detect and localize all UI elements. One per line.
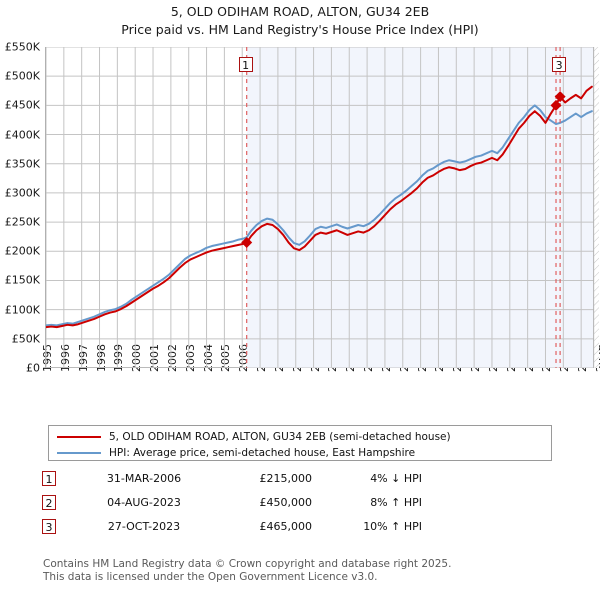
price-history-chart: £0 £50K £100K £150K £200K £250K £300K £350K £400…: [4, 40, 600, 375]
transaction-price: £450,000: [259, 496, 313, 509]
y-tick-label: £200K: [4, 244, 40, 258]
y-tick-label: £550K: [4, 40, 40, 54]
transaction-date: 27-OCT-2023: [107, 520, 181, 533]
chart-legend: 5, OLD ODIHAM ROAD, ALTON, GU34 2EB (sem…: [48, 425, 552, 461]
page-title: 5, OLD ODIHAM ROAD, ALTON, GU34 2EB Pric…: [0, 4, 600, 38]
legend-row: HPI: Average price, semi-detached house,…: [55, 446, 551, 460]
transaction-date: 31-MAR-2006: [106, 472, 182, 485]
transaction-price: £465,000: [259, 520, 313, 533]
transaction-index-badge: 3: [42, 519, 56, 534]
table-row: 1 31-MAR-2006 £215,000 4% ↓ HPI: [42, 470, 462, 494]
y-tick-label: £150K: [4, 273, 40, 287]
footer-attribution: Contains HM Land Registry data © Crown c…: [43, 558, 583, 583]
table-row: 3 27-OCT-2023 £465,000 10% ↑ HPI: [42, 518, 462, 542]
transaction-hpi-delta: 4% ↓ HPI: [370, 472, 422, 485]
transactions-table: 1 31-MAR-2006 £215,000 4% ↓ HPI 2 04-AUG-2023…: [42, 470, 462, 542]
transaction-hpi-delta: 10% ↑ HPI: [363, 520, 422, 533]
y-tick-label: £100K: [4, 303, 40, 317]
y-tick-label: £300K: [4, 186, 40, 200]
legend-label: 5, OLD ODIHAM ROAD, ALTON, GU34 2EB (sem…: [109, 431, 451, 443]
y-tick-label: £250K: [4, 215, 40, 229]
chart-marker-3: 3: [552, 57, 567, 72]
y-tick-label: £50K: [11, 332, 40, 346]
footer-line-1: Contains HM Land Registry data © Crown c…: [43, 558, 452, 570]
transaction-date: 04-AUG-2023: [107, 496, 181, 509]
transaction-index-badge: 1: [42, 471, 56, 486]
y-tick-label: £350K: [4, 157, 40, 171]
y-tick-label: £0: [26, 361, 40, 375]
legend-label: HPI: Average price, semi-detached house,…: [109, 447, 416, 459]
chart-marker-1: 1: [238, 57, 253, 72]
legend-row: 5, OLD ODIHAM ROAD, ALTON, GU34 2EB (sem…: [55, 430, 551, 444]
y-axis-labels: £0 £50K £100K £150K £200K £250K £300K £350K £400…: [4, 40, 40, 375]
y-tick-label: £400K: [4, 128, 40, 142]
transaction-hpi-delta: 8% ↑ HPI: [370, 496, 422, 509]
plot-area: [45, 47, 599, 368]
transaction-price: £215,000: [259, 472, 313, 485]
y-tick-label: £450K: [4, 98, 40, 112]
y-tick-label: £500K: [4, 69, 40, 83]
legend-swatch-1: [57, 452, 101, 454]
title-line-1: 5, OLD ODIHAM ROAD, ALTON, GU34 2EB: [170, 4, 430, 19]
plot-svg: [46, 47, 599, 368]
transaction-index-badge: 2: [42, 495, 56, 510]
legend-swatch-0: [57, 436, 101, 438]
table-row: 2 04-AUG-2023 £450,000 8% ↑ HPI: [42, 494, 462, 518]
title-line-2: Price paid vs. HM Land Registry's House …: [121, 22, 479, 37]
footer-line-2: This data is licensed under the Open Gov…: [43, 570, 378, 583]
